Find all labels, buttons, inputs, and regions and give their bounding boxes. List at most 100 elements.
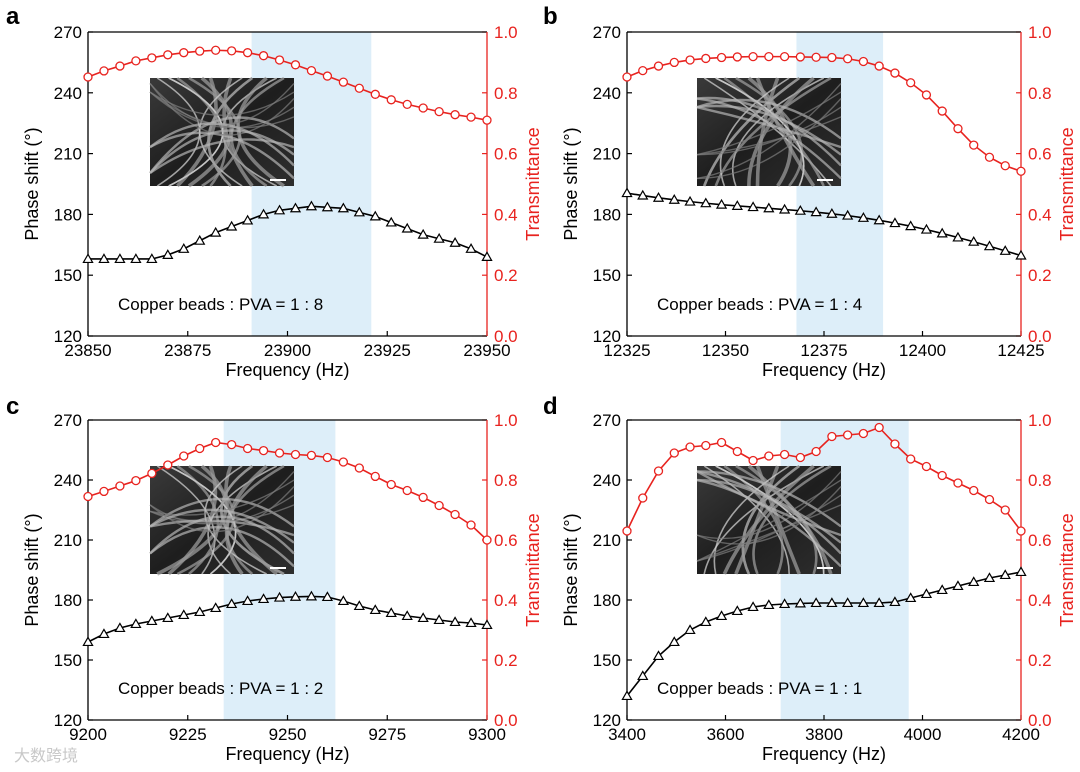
phase-shift-point — [401, 222, 413, 233]
sem-fiber — [696, 470, 842, 544]
x-tick-label: 12425 — [997, 341, 1044, 360]
x-tick-label: 9300 — [468, 725, 506, 744]
transmittance-point — [921, 461, 932, 472]
transmittance-point — [83, 491, 93, 502]
watermark: 大数跨境 — [14, 746, 79, 765]
x-tick-label: 12350 — [702, 341, 749, 360]
x-tick-label: 3400 — [608, 725, 646, 744]
transmittance-point — [1016, 526, 1026, 536]
left-tick-label: 180 — [54, 591, 82, 610]
sem-fiber — [696, 91, 842, 156]
left-axis-title: Phase shift (°) — [22, 513, 42, 626]
phase-shift-point — [337, 202, 349, 213]
left-tick-label: 270 — [593, 23, 621, 42]
sem-fiber — [696, 97, 842, 180]
transmittance-point — [842, 430, 853, 440]
phase-shift-point — [369, 210, 381, 221]
right-axis-title: Transmittance — [1057, 513, 1077, 626]
sem-fiber — [719, 77, 790, 187]
phase-shift-point — [637, 670, 649, 681]
right-tick-label: 0.6 — [1028, 145, 1052, 164]
sem-fiber — [703, 77, 832, 187]
panel-c: c Copper beads : PVA = 1 : 2 120 150 180 210 2… — [6, 393, 543, 764]
phase-shift-point — [98, 628, 110, 639]
phase-shift-point — [130, 618, 142, 629]
transmittance-point — [701, 53, 711, 64]
panel-a: a Copper beads : PVA = 1 : 8 120 150 180 210 2… — [6, 3, 543, 380]
phase-shift-point — [794, 204, 806, 215]
x-tick-label: 12375 — [800, 341, 847, 360]
transmittance-point — [669, 57, 679, 68]
annotation-label: Copper beads : PVA = 1 : 1 — [657, 679, 862, 698]
right-tick-label: 0.4 — [1028, 591, 1052, 610]
sem-fiber — [149, 129, 295, 174]
x-axis-title: Frequency (Hz) — [762, 744, 886, 764]
right-tick-label: 0.2 — [494, 651, 518, 670]
phase-shift-point — [241, 595, 254, 606]
sem-fiber — [149, 91, 295, 129]
sem-fiber — [696, 504, 842, 562]
sem-fiber — [168, 465, 237, 575]
transmittance-point — [482, 115, 492, 125]
transmittance-point — [131, 56, 141, 66]
phase-shift-point — [684, 624, 696, 635]
right-tick-label: 0.0 — [1028, 327, 1052, 346]
transmittance-point — [1016, 166, 1026, 176]
sem-fiber — [696, 470, 842, 540]
phase-shift-point — [178, 243, 190, 253]
phase-shift-point — [210, 226, 222, 237]
transmittance-point — [466, 520, 476, 530]
annotation-label: Copper beads : PVA = 1 : 2 — [118, 679, 323, 698]
phase-shift-point — [873, 597, 885, 608]
phase-shift-point — [305, 200, 318, 211]
transmittance-point — [984, 152, 995, 162]
transmittance-point — [716, 52, 727, 63]
right-tick-label: 0.2 — [494, 266, 518, 285]
x-tick-label: 23900 — [264, 341, 311, 360]
right-tick-label: 0.6 — [494, 145, 518, 164]
x-tick-label: 12400 — [899, 341, 946, 360]
left-tick-label: 210 — [593, 145, 621, 164]
transmittance-point — [466, 112, 476, 122]
sem-fiber — [713, 465, 790, 575]
transmittance-point — [354, 463, 364, 473]
right-axis-title: Transmittance — [523, 127, 543, 240]
transmittance-point — [748, 455, 758, 466]
phase-shift-point — [715, 610, 728, 621]
transmittance-point — [242, 48, 253, 58]
transmittance-point — [99, 66, 109, 76]
transmittance-point — [83, 72, 93, 82]
phase-shift-point — [226, 598, 238, 609]
transmittance-point — [890, 439, 900, 449]
x-tick-label: 23950 — [463, 341, 510, 360]
phase-shift-point — [983, 240, 996, 251]
phase-shift-point — [889, 596, 901, 607]
right-tick-label: 0.2 — [1028, 651, 1052, 670]
x-tick-label: 9225 — [169, 725, 207, 744]
transmittance-point — [115, 481, 125, 491]
phase-shift-point — [433, 614, 445, 625]
sem-inset-image — [696, 464, 842, 575]
transmittance-point — [226, 46, 237, 56]
phase-shift-point — [257, 208, 270, 219]
phase-shift-point — [114, 253, 126, 264]
phase-shift-point — [433, 232, 445, 243]
phase-shift-point — [668, 193, 680, 204]
transmittance-point — [669, 448, 679, 458]
phase-shift-point — [178, 609, 190, 620]
panel-letter: b — [543, 3, 558, 30]
x-tick-label: 23850 — [64, 341, 111, 360]
right-tick-label: 0.8 — [1028, 84, 1052, 103]
left-tick-label: 180 — [593, 205, 621, 224]
transmittance-point — [195, 46, 205, 56]
phase-shift-point — [857, 597, 870, 608]
transmittance-point — [370, 89, 380, 99]
transmittance-point — [322, 71, 333, 81]
phase-shift-point — [289, 590, 302, 601]
transmittance-point — [179, 451, 189, 461]
transmittance-point — [701, 440, 711, 451]
transmittance-point — [434, 106, 444, 117]
sem-fiber — [149, 122, 295, 167]
x-tick-label: 23925 — [364, 341, 411, 360]
transmittance-point — [748, 51, 758, 62]
